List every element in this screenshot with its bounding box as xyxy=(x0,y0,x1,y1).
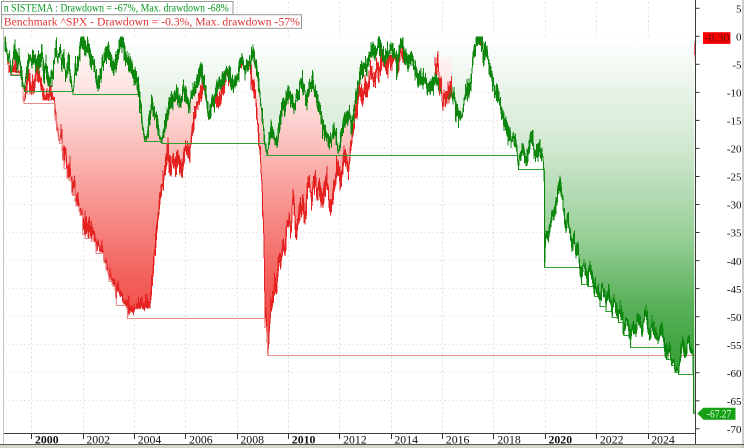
svg-text:2024: 2024 xyxy=(651,433,675,447)
svg-text:-5: -5 xyxy=(732,60,742,72)
svg-text:n SISTEMA : Drawdown = -67%, M: n SISTEMA : Drawdown = -67%, Max. drawdo… xyxy=(4,3,229,15)
svg-text:2018: 2018 xyxy=(497,433,521,447)
svg-text:2020: 2020 xyxy=(549,433,573,447)
svg-text:2000: 2000 xyxy=(35,433,59,447)
svg-text:-40: -40 xyxy=(727,256,742,268)
svg-text:-60: -60 xyxy=(727,368,742,380)
svg-text:-45: -45 xyxy=(727,284,742,296)
svg-text:2002: 2002 xyxy=(86,433,110,447)
svg-text:2008: 2008 xyxy=(240,433,264,447)
svg-text:-65: -65 xyxy=(727,396,742,408)
svg-text:-15: -15 xyxy=(727,116,742,128)
svg-text:2010: 2010 xyxy=(292,433,316,447)
svg-text:2004: 2004 xyxy=(138,433,162,447)
svg-text:2016: 2016 xyxy=(446,433,470,447)
svg-text:-30: -30 xyxy=(727,200,742,212)
svg-text:-55: -55 xyxy=(727,340,742,352)
svg-text:Benchmark ^SPX - Drawdown = -0: Benchmark ^SPX - Drawdown = -0.3%, Max. … xyxy=(4,16,300,28)
svg-text:-25: -25 xyxy=(727,172,742,184)
svg-text:-20: -20 xyxy=(727,144,742,156)
svg-text:2014: 2014 xyxy=(394,433,418,447)
svg-text:-50: -50 xyxy=(727,312,742,324)
svg-text:0: 0 xyxy=(736,32,742,44)
svg-text:2022: 2022 xyxy=(600,433,624,447)
svg-text:2012: 2012 xyxy=(343,433,367,447)
svg-text:-70: -70 xyxy=(727,424,742,436)
svg-text:-67.27: -67.27 xyxy=(707,406,732,420)
svg-text:-0.30: -0.30 xyxy=(705,31,730,45)
svg-text:-10: -10 xyxy=(727,88,742,100)
svg-text:-35: -35 xyxy=(727,228,742,240)
svg-text:2006: 2006 xyxy=(189,433,213,447)
svg-text:5: 5 xyxy=(736,4,742,16)
